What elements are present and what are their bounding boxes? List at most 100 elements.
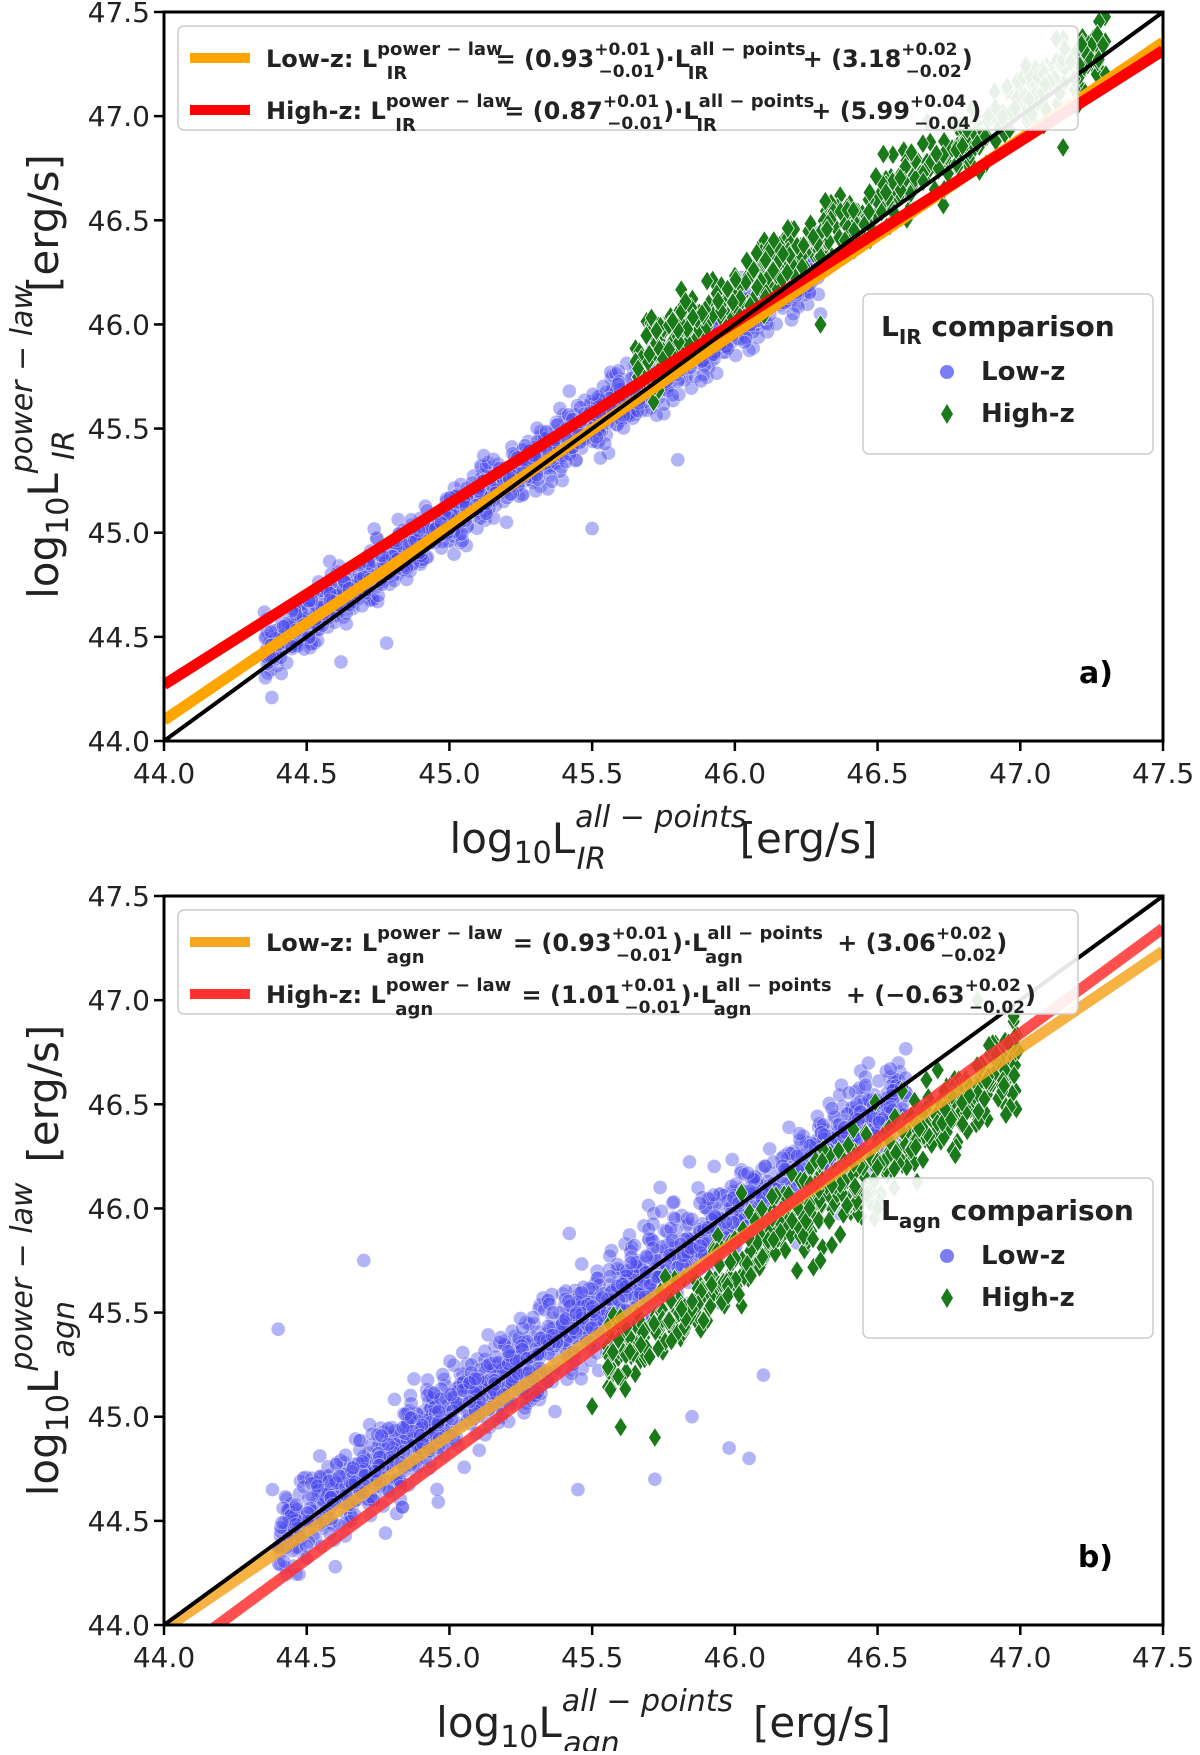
data-point [898,1041,914,1056]
data-point [757,1159,773,1174]
data-point [908,1136,923,1158]
data-point [685,1290,700,1313]
data-point [796,234,811,257]
data-point [310,633,325,648]
data-point [756,1367,771,1383]
data-point [493,1330,509,1345]
data-point [304,1476,320,1491]
data-point [766,229,781,252]
data-point [542,1296,557,1312]
data-point [638,1248,654,1264]
x-tick-label: 45.0 [418,1641,480,1674]
data-point [778,1239,793,1261]
y-tick-label: 47.0 [88,984,150,1017]
data-point [467,1371,483,1387]
fit-line-high-z [208,923,1163,1625]
x-tick-label: 45.5 [561,1641,623,1674]
data-point [558,454,574,470]
data-point [647,1313,661,1335]
x-tick-label: 44.0 [133,1641,195,1674]
panel-b: 44.0 44.5 45.0 45.5 46.0 46.5 47.0 47.5 44.0 44.5… [5,880,1194,1755]
data-point [462,1375,478,1390]
data-point [333,654,349,670]
data-point [613,1416,628,1438]
data-point [684,1212,700,1227]
data-point [813,313,828,336]
data-point [446,1358,462,1373]
data-point [766,259,781,282]
data-point [883,1061,898,1077]
data-point [904,141,919,164]
y-tick-label: 47.5 [88,880,150,913]
data-point [302,1500,318,1516]
data-point [619,1263,635,1279]
data-point [641,1221,657,1237]
data-point [471,1443,487,1458]
data-point [420,1372,436,1388]
data-point [603,1378,618,1401]
data-point [446,546,462,562]
y-tick-label: 44.0 [88,1609,150,1642]
data-point [720,278,735,300]
data-point [601,445,616,461]
plot-frame [162,10,1165,743]
fit-legend [177,909,1079,1015]
data-point [834,1077,849,1093]
data-point [885,144,900,166]
x-tick-label: 45.5 [561,757,623,790]
data-point [561,383,577,399]
data-point [552,463,568,479]
data-point [273,666,289,681]
data-point [296,641,312,657]
y-tick-label: 45.0 [88,1401,150,1434]
data-point [728,269,743,291]
data-point [456,1459,472,1475]
data-point [435,1367,451,1382]
data-point [784,312,799,328]
data-point [665,310,680,332]
data-point [312,1448,328,1464]
data-point [948,1144,963,1166]
data-point [791,1126,807,1141]
data-point [399,572,415,587]
data-point [430,1494,446,1510]
data-point [893,179,908,201]
data-point [680,1211,695,1226]
point-legend-title: LIR comparison [881,310,1115,349]
data-point [403,1388,418,1403]
data-point [862,201,876,223]
data-point [274,1515,290,1530]
data-point [561,1293,577,1309]
data-point [387,1392,402,1407]
fit-legend-label-low-z: Low-z: Lpower − law IR = (0.93+0.01 −0.01)… [266,39,973,84]
data-point [627,1238,642,1253]
data-point [426,1385,442,1401]
x-tick-label: 47.5 [1132,1641,1194,1674]
data-point [278,1489,293,1505]
x-tick-label: 44.0 [133,757,195,790]
data-point [878,1063,894,1079]
data-point [593,450,608,466]
data-point [785,1210,799,1232]
data-point [616,420,631,436]
data-point [670,452,686,468]
data-point [270,1321,286,1337]
data-point [790,1259,804,1282]
data-point [724,1152,740,1167]
data-point [649,320,664,342]
data-point [741,343,757,358]
y-tick-label: 44.5 [88,621,150,654]
data-point [832,1087,848,1103]
data-point [971,1100,986,1122]
data-point [500,1344,516,1359]
data-point [720,1221,735,1236]
data-point [820,218,834,240]
data-point [684,1409,700,1424]
data-point [674,1298,689,1320]
y-tick-label: 47.0 [88,100,150,133]
data-point [915,133,930,155]
data-point [602,1269,618,1284]
data-point [916,1149,930,1171]
data-point [476,448,492,463]
